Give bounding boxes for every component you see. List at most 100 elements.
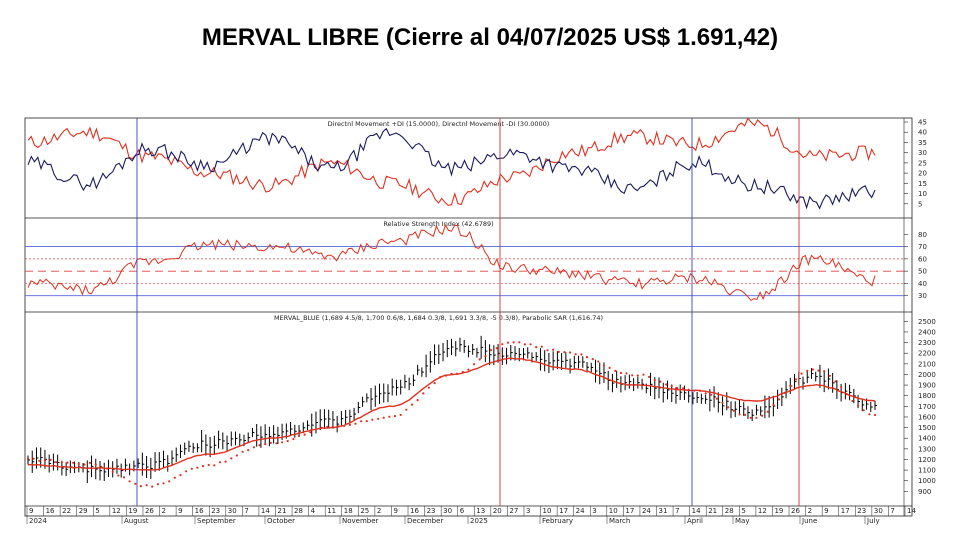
y-tick-label: 2200 bbox=[918, 350, 936, 358]
y-tick-label: 2300 bbox=[918, 339, 936, 347]
x-tick-label: 5 bbox=[95, 507, 99, 515]
dmi-panel-title: Directnl Movement +DI (15.0000), Directn… bbox=[328, 120, 550, 128]
rsi-panel-title: Relative Strength Index (42.6789) bbox=[383, 220, 493, 228]
month-label: September bbox=[197, 517, 236, 525]
x-tick-label: 30 bbox=[874, 507, 883, 515]
sar-dot bbox=[597, 360, 600, 363]
sar-dot bbox=[540, 345, 543, 348]
x-tick-label: 9 bbox=[393, 507, 397, 515]
sar-dot bbox=[501, 343, 504, 346]
sar-dot bbox=[794, 378, 798, 381]
sar-dot bbox=[314, 428, 318, 431]
sar-dot bbox=[207, 463, 210, 467]
x-tick-label: 26 bbox=[145, 507, 154, 515]
minus-di-line bbox=[27, 117, 876, 206]
sar-dot bbox=[631, 374, 634, 377]
x-tick-label: 10 bbox=[543, 507, 552, 515]
month-label: 2025 bbox=[470, 517, 488, 525]
x-tick-label: 4 bbox=[311, 507, 316, 515]
y-tick-label: 15 bbox=[918, 180, 927, 188]
sar-dot bbox=[721, 401, 724, 404]
sar-dot bbox=[676, 387, 679, 390]
x-tick-label: 21 bbox=[277, 507, 286, 515]
sar-dot bbox=[241, 450, 244, 453]
sar-dot bbox=[427, 386, 430, 389]
sar-dot bbox=[811, 368, 815, 371]
sar-dot bbox=[377, 417, 380, 420]
sar-dot bbox=[55, 461, 58, 464]
sar-dot bbox=[862, 409, 865, 412]
month-label: June bbox=[801, 517, 817, 525]
sar-dot bbox=[399, 413, 402, 416]
sar-dot bbox=[580, 353, 583, 356]
sar-dot bbox=[179, 474, 182, 477]
sar-dot bbox=[151, 485, 154, 488]
sar-dot bbox=[823, 370, 826, 373]
y-tick-label: 25 bbox=[918, 159, 927, 167]
sar-dot bbox=[224, 460, 227, 463]
y-tick-label: 1700 bbox=[918, 403, 936, 411]
sar-dot bbox=[806, 369, 809, 372]
chart-border bbox=[24, 117, 913, 517]
sar-dot bbox=[518, 341, 521, 344]
y-tick-label: 40 bbox=[918, 129, 927, 137]
sar-dot bbox=[851, 399, 854, 403]
sar-dot bbox=[371, 418, 374, 421]
sar-dot bbox=[100, 465, 103, 468]
sar-dot bbox=[83, 463, 86, 466]
x-tick-label: 3 bbox=[592, 507, 596, 515]
vertical-markers bbox=[136, 118, 800, 506]
sar-dot bbox=[38, 459, 41, 462]
y-tick-label: 20 bbox=[918, 170, 927, 178]
x-tick-label: 16 bbox=[46, 507, 55, 515]
x-tick-label: 14 bbox=[692, 507, 701, 515]
sar-dot bbox=[704, 392, 707, 395]
sar-dot bbox=[122, 476, 126, 479]
y-tick-label: 2400 bbox=[918, 328, 936, 336]
sar-dot bbox=[320, 426, 323, 429]
sar-dot bbox=[766, 410, 769, 413]
sar-dot bbox=[506, 341, 510, 344]
sar-dot bbox=[653, 378, 656, 382]
sar-dot bbox=[800, 372, 803, 375]
x-tick-label: 23 bbox=[857, 507, 866, 515]
sar-dot bbox=[828, 374, 831, 377]
y-tick-label: 10 bbox=[918, 190, 927, 198]
sar-dot bbox=[473, 363, 476, 366]
sar-dot bbox=[873, 413, 877, 417]
sar-dot bbox=[422, 392, 425, 395]
y-tick-label: 5 bbox=[918, 200, 922, 208]
x-tick-label: 14 bbox=[261, 507, 270, 515]
y-tick-label: 1300 bbox=[918, 445, 936, 453]
dmi-panel: Directnl Movement +DI (15.0000), Directn… bbox=[27, 117, 927, 210]
sar-dot bbox=[354, 422, 357, 425]
sar-dot bbox=[269, 441, 272, 444]
sar-dot bbox=[710, 393, 713, 396]
sar-dot bbox=[111, 470, 114, 473]
sar-dot bbox=[382, 416, 385, 419]
sar-dot bbox=[845, 393, 848, 396]
sar-dot bbox=[173, 476, 176, 479]
sar-dot bbox=[444, 374, 447, 377]
sar-dot bbox=[134, 482, 137, 485]
y-tick-label: 1000 bbox=[918, 477, 936, 485]
x-tick-label: 5 bbox=[741, 507, 745, 515]
y-tick-label: 1400 bbox=[918, 435, 936, 443]
x-tick-label: 2 bbox=[808, 507, 812, 515]
x-tick-label: 7 bbox=[675, 507, 679, 515]
x-tick-label: 18 bbox=[344, 507, 353, 515]
x-tick-label: 17 bbox=[841, 507, 850, 515]
sar-dot bbox=[523, 343, 527, 346]
y-tick-label: 30 bbox=[918, 292, 927, 300]
sar-dot bbox=[552, 348, 555, 351]
sar-dot bbox=[416, 399, 419, 402]
sar-dot bbox=[106, 467, 109, 470]
sar-dot bbox=[665, 383, 668, 386]
sar-dot bbox=[749, 416, 752, 419]
sar-dot bbox=[591, 358, 594, 361]
x-tick-label: 23 bbox=[211, 507, 220, 515]
sar-dot bbox=[738, 413, 741, 416]
sar-dot bbox=[128, 480, 131, 483]
month-label: 2024 bbox=[29, 517, 47, 525]
